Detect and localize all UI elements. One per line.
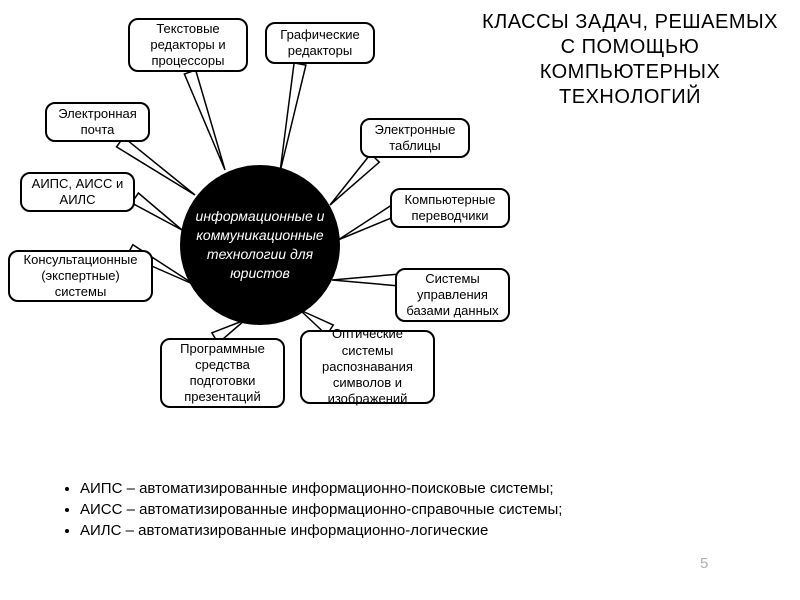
connector-translators [338, 205, 398, 240]
connector-spreadsheets [330, 154, 379, 205]
box-presentations: Программные средства подготовки презента… [160, 338, 285, 408]
box-aips-aiss-ails: АИПС, АИСС и АИЛС [20, 172, 135, 212]
bullet-list: АИПС – автоматизированные информационно-… [60, 480, 740, 543]
connector-graphic-editors [280, 63, 306, 172]
box-expert-systems: Консультационные (экспертные) системы [8, 250, 153, 302]
box-spreadsheets: Электронные таблицы [360, 118, 470, 158]
bullet-ul: АИПС – автоматизированные информационно-… [60, 480, 740, 539]
bullet-item-1: АИСС – автоматизированные информационно-… [80, 501, 740, 518]
bullet-item-2: АИЛС – автоматизированные информационно-… [80, 522, 740, 539]
box-dbms: Системы управления базами данных [395, 268, 510, 322]
box-graphic-editors: Графические редакторы [265, 22, 375, 64]
box-ocr: Оптические системы распознавания символо… [300, 330, 435, 404]
box-email: Электронная почта [45, 102, 150, 142]
connector-dbms [332, 274, 400, 286]
slide-title: КЛАССЫ ЗАДАЧ, РЕШАЕМЫХ С ПОМОЩЬЮ КОМПЬЮТ… [480, 10, 780, 110]
slide-number: 5 [700, 555, 708, 572]
box-translators: Компьютерные переводчики [390, 188, 510, 228]
center-node-label: информационные и коммуникационные технол… [180, 201, 340, 289]
connector-text-editors [184, 70, 225, 170]
bullet-item-0: АИПС – автоматизированные информационно-… [80, 480, 740, 497]
connector-aips-aiss-ails [132, 193, 182, 230]
box-text-editors: Текстовые редакторы и процессоры [128, 18, 248, 72]
center-node: информационные и коммуникационные технол… [180, 165, 340, 325]
